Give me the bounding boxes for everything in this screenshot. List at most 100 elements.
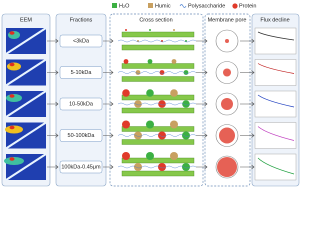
eem-band	[5, 27, 47, 55]
eem-peak	[9, 31, 15, 35]
arrow	[240, 70, 255, 75]
flux-curve	[257, 94, 295, 108]
flux-curve	[257, 63, 295, 74]
legend-swatch	[148, 3, 153, 8]
fraction-label: 10-50kDa	[69, 101, 94, 107]
arrow	[103, 133, 114, 138]
legend-label: Polysaccharide	[188, 3, 225, 9]
arrow	[240, 133, 255, 138]
fraction-box	[59, 160, 103, 174]
fraction-box	[59, 97, 103, 111]
eem-band	[5, 58, 47, 87]
foulant	[171, 59, 177, 64]
foulant	[158, 163, 166, 171]
foulant	[182, 100, 190, 108]
polysaccharide	[117, 165, 197, 169]
fraction-label: <3kDa	[73, 38, 90, 44]
arrow	[240, 164, 255, 170]
membrane	[121, 170, 195, 177]
arrow	[47, 101, 59, 107]
foulant	[137, 40, 139, 42]
pore-foulant	[221, 98, 233, 110]
header: Fractions	[70, 17, 93, 23]
eem-peak	[9, 94, 15, 98]
membrane	[121, 76, 195, 82]
legend-label: Humic	[155, 3, 171, 9]
arrow	[103, 38, 114, 44]
eem-band	[5, 153, 47, 181]
legend-label: H₂O	[119, 3, 130, 9]
foulant	[134, 131, 142, 140]
foulant	[170, 120, 178, 129]
foulant	[122, 152, 130, 160]
foulant	[147, 59, 153, 64]
membrane	[121, 139, 195, 145]
membrane	[121, 44, 195, 51]
polysaccharide	[117, 71, 197, 74]
flux-plot	[254, 90, 297, 118]
arrow	[196, 38, 208, 44]
arrow	[103, 101, 114, 107]
pore-foulant	[223, 68, 231, 77]
eem-peak	[4, 157, 24, 165]
membrane	[121, 31, 195, 38]
pore-foulant	[219, 127, 235, 144]
figure: EEM Fractions Cross section Membrane por…	[1, 3, 300, 187]
legend-swatch	[232, 3, 238, 9]
pore-foulant	[225, 39, 229, 43]
flux-plot	[254, 153, 297, 181]
arrow	[47, 70, 59, 75]
polysaccharide	[117, 39, 197, 43]
membrane	[121, 94, 195, 101]
eem-peak	[9, 125, 15, 130]
foulant	[159, 70, 165, 75]
polysaccharide	[117, 102, 197, 106]
flux-curve	[257, 157, 295, 175]
foulant	[158, 131, 166, 140]
fraction-label: 50-100kDa	[68, 133, 96, 139]
foulant	[185, 40, 187, 42]
legend-swatch	[112, 3, 117, 8]
foulant	[170, 89, 178, 97]
foulant	[122, 120, 130, 129]
foulant	[146, 120, 154, 129]
foulant	[158, 100, 166, 108]
arrow	[47, 133, 59, 138]
arrow	[196, 101, 208, 107]
header: Cross section	[139, 17, 172, 23]
foulant	[183, 70, 189, 75]
fraction-box	[59, 129, 103, 142]
arrow	[240, 38, 255, 44]
arrow	[196, 133, 208, 138]
eem-band	[5, 121, 47, 150]
polysaccharide	[117, 134, 197, 137]
membrane	[121, 63, 195, 69]
foulant	[134, 100, 142, 108]
fraction-label: 100kDa-0.45μm	[61, 164, 101, 170]
flux-curve	[257, 126, 295, 141]
arrow	[47, 164, 59, 170]
flux-curve	[257, 31, 295, 41]
fraction-box	[59, 66, 103, 79]
membrane	[121, 126, 195, 132]
arrow	[196, 70, 208, 75]
foulant	[134, 163, 142, 171]
foulant	[182, 163, 190, 171]
membrane	[121, 107, 195, 114]
foulant	[161, 40, 163, 42]
arrow	[103, 70, 114, 75]
legend-swatch	[179, 4, 187, 8]
eem-peak	[9, 157, 15, 161]
foulant	[146, 152, 154, 160]
foulant	[146, 89, 154, 97]
arrow	[103, 164, 114, 170]
membrane	[121, 157, 195, 164]
arrow	[196, 164, 208, 170]
eem-band	[5, 90, 47, 118]
eem-peak	[9, 62, 15, 67]
foulant	[122, 89, 130, 97]
arrow	[240, 101, 255, 107]
foulant	[123, 59, 129, 64]
arrow	[47, 38, 59, 44]
foulant	[182, 131, 190, 140]
